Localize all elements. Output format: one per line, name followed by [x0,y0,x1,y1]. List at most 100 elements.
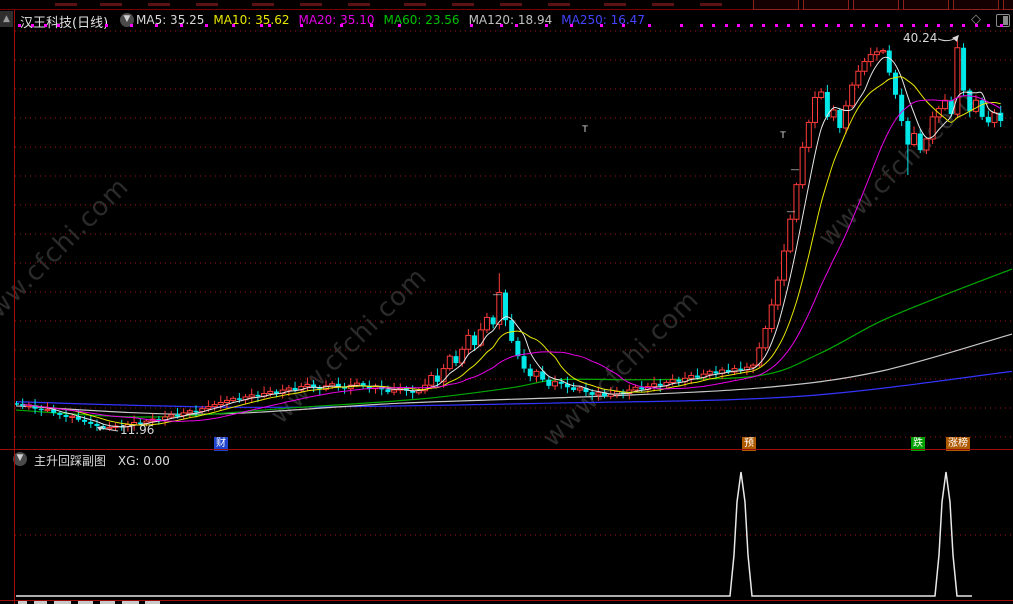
menu-button[interactable] [1003,0,1013,10]
buy-signal-dot [500,24,503,27]
candle-up [706,370,713,375]
ma120-value: MA120: 18.94 [468,13,553,27]
candle-down [515,340,521,357]
event-marker-跌[interactable]: 跌 [911,437,925,451]
candle-up [861,61,868,72]
candle-up [688,375,695,379]
candle-up [595,392,602,396]
candle-down [236,398,242,400]
candle-up [867,54,874,63]
candle-down [725,369,731,373]
menu-button[interactable] [753,0,799,10]
clipped-text-fragment [122,601,139,604]
candle-down [174,414,180,417]
candle-up [552,381,559,387]
candle-down [713,371,719,374]
candle-up [205,406,212,410]
candle-down [540,371,546,380]
high-price-label: 40.24 [903,31,937,45]
indicator-chevron-icon[interactable]: ▼ [13,452,27,466]
ma20-value: MA20: 35.10 [298,13,375,27]
candle-down [738,368,744,371]
candle-up [223,399,230,403]
buy-signal-dot [680,24,683,27]
candle-down [273,391,279,394]
buy-signal-dot [712,24,715,27]
candle-up [217,401,224,406]
buy-signal-dot [725,24,728,27]
candle-down [961,47,967,91]
candle-down [317,387,323,390]
candle-down [94,423,100,426]
chart-title-bar: ▲ 汉王科技(日线) ▼ MA5: 35.25 MA10: 35.62 MA20: … [0,10,1013,31]
candle-up [533,370,540,377]
buy-signal-dot [962,24,965,27]
buy-signal-dot [750,24,753,27]
buy-signal-dot [887,24,890,27]
buy-signal-dot [812,24,815,27]
clipped-text-fragment [145,601,160,604]
menu-item-fragment [500,3,522,6]
candle-up [793,184,800,220]
buy-signal-dot [260,24,263,27]
candle-up [651,383,658,388]
candle-up [774,279,781,306]
candle-down [490,317,496,325]
candle-up [756,347,763,366]
candle-down [311,384,317,388]
buy-signal-dot [975,24,978,27]
candle-down [472,335,478,346]
buy-signal-dot [130,24,133,27]
candle-down [403,387,409,391]
candle-down [589,392,595,395]
candle-up [923,138,930,151]
buy-signal-dot [987,24,990,27]
clipped-text-fragment [54,601,71,604]
buy-signal-dot [837,24,840,27]
candle-up [106,426,113,430]
menu-bar[interactable] [0,0,1013,10]
buy-signal-dot [57,24,60,27]
split-panel-icon[interactable] [996,14,1010,27]
buy-signal-dot [180,24,183,27]
event-marker-涨榜[interactable]: 涨榜 [946,437,970,451]
menu-button[interactable] [803,0,849,10]
candle-down [979,100,985,117]
candle-down [292,387,298,391]
candle-down [82,419,88,422]
event-marker-财[interactable]: 财 [214,437,228,451]
menu-button[interactable] [953,0,999,10]
buy-signal-dot [862,24,865,27]
candle-down [521,356,527,369]
main-sub-separator [0,449,1013,450]
candle-up [842,105,849,129]
candle-up [496,292,503,325]
candle-down [51,409,57,413]
candle-down [602,392,608,397]
candle-up [750,364,757,368]
candle-up [230,397,237,401]
collapse-panel-button[interactable]: ▲ [0,11,13,27]
chevron-down-icon[interactable]: ▼ [120,13,134,27]
menu-item-fragment [700,3,722,6]
menu-button[interactable] [853,0,899,10]
event-marker-预[interactable]: 预 [742,437,756,451]
candle-down [32,405,38,409]
candle-up [849,84,856,107]
ma20-line [22,95,1001,422]
candle-up [954,47,961,115]
diamond-icon[interactable]: ◇ [971,12,981,27]
candle-up [329,383,336,387]
candle-down [837,109,843,128]
candle-up [911,132,918,146]
menu-bar-divider [0,9,1013,10]
candle-down [558,381,564,384]
indicator-title: 主升回踩副图 XG: 0.00 [34,452,170,469]
menu-button[interactable] [903,0,949,10]
ma10-value: MA10: 35.62 [213,13,290,27]
candle-down [639,387,645,390]
buy-signal-dot [398,24,401,27]
candle-down [63,414,69,417]
